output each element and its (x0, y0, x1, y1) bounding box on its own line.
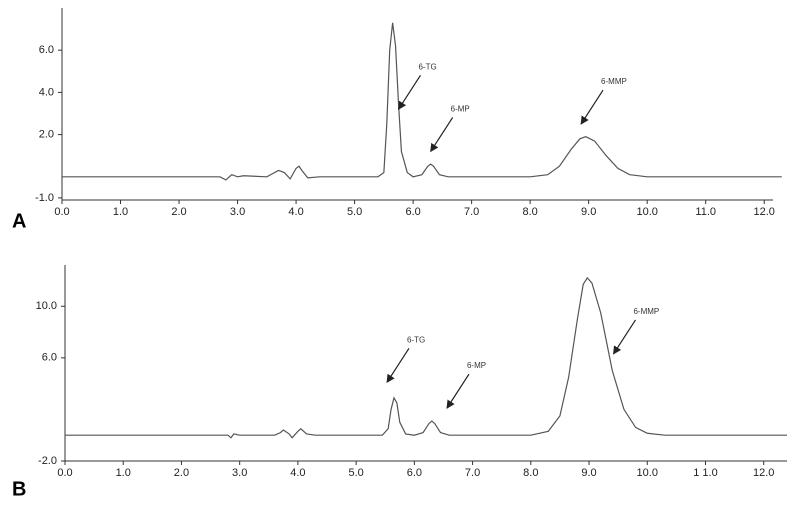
annotation-arrow (386, 348, 410, 384)
x-tick-label: 0.0 (54, 206, 69, 218)
x-tick-label: 3.0 (232, 467, 247, 479)
annotation-label: 6-MMP (601, 77, 627, 86)
x-tick-label: 9.0 (581, 467, 596, 479)
annotation-arrow (397, 74, 421, 110)
x-tick-label: 7.0 (464, 206, 479, 218)
chromatogram-line (62, 22, 782, 181)
x-tick-label: 12.0 (753, 467, 774, 479)
x-tick-label: 0.0 (57, 467, 72, 479)
x-tick-label: 8.0 (523, 467, 538, 479)
chromatogram-line (65, 276, 787, 439)
x-tick-label: 2.0 (174, 467, 189, 479)
x-tick-label: 1.0 (113, 206, 128, 218)
x-tick-label: 6.0 (405, 206, 420, 218)
x-tick-label: 9.0 (581, 206, 596, 218)
y-tick-label: 6.0 (42, 352, 57, 364)
x-tick-label: 4.0 (288, 206, 303, 218)
annotation-label: 6-TG (407, 335, 425, 344)
annotation-label: 6-MMP (633, 307, 659, 316)
y-tick-label: -1.0 (35, 192, 54, 204)
annotation-label: 6-MP (451, 105, 470, 114)
y-tick-label: -2.0 (38, 455, 57, 467)
x-tick-label: 1.0 (116, 467, 131, 479)
annotation-arrow (446, 373, 470, 409)
y-tick-label: 4.0 (39, 86, 54, 98)
annotation-label: 6-TG (418, 62, 436, 71)
x-tick-label: 5.0 (347, 206, 362, 218)
annotation-label: 6-MP (467, 361, 486, 370)
x-tick-label: 3.0 (230, 206, 245, 218)
x-tick-label: 1 1.0 (693, 467, 717, 479)
y-tick-label: 10.0 (36, 300, 57, 312)
x-tick-label: 7.0 (465, 467, 480, 479)
x-tick-label: 6.0 (407, 467, 422, 479)
y-tick-label: 2.0 (39, 128, 54, 140)
x-tick-label: 8.0 (522, 206, 537, 218)
annotation-arrow (430, 117, 454, 153)
y-tick-label: 6.0 (39, 44, 54, 56)
x-tick-label: 10.0 (636, 206, 657, 218)
x-tick-label: 10.0 (637, 467, 658, 479)
x-tick-label: 2.0 (171, 206, 186, 218)
panel-label: A (12, 210, 26, 232)
annotation-arrow (580, 89, 604, 125)
x-tick-label: 12.0 (754, 206, 775, 218)
annotation-arrow (612, 319, 636, 355)
panel-label: B (12, 478, 26, 500)
x-tick-label: 4.0 (290, 467, 305, 479)
x-tick-label: 5.0 (348, 467, 363, 479)
x-tick-label: 11.0 (695, 206, 716, 218)
